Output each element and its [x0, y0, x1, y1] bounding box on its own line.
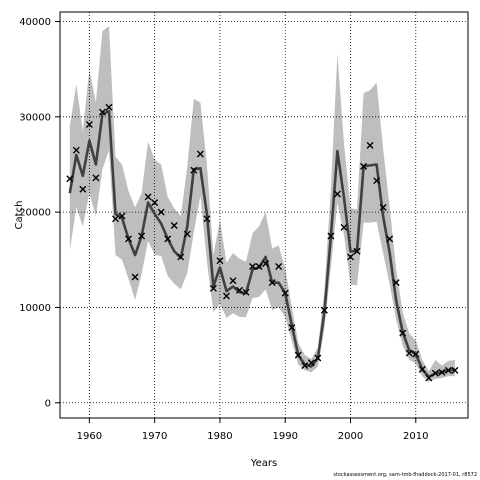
- observed-point-1983: [236, 286, 244, 294]
- observed-point-1962: [98, 108, 106, 116]
- x-axis-label: Years: [250, 458, 277, 469]
- estimate-line: [68, 109, 456, 379]
- observed-point-1971: [157, 208, 165, 216]
- observed-point-1984: [242, 288, 250, 296]
- y-tick-label: 40000: [19, 17, 51, 28]
- observed-point-1965: [118, 212, 126, 220]
- observed-point-1968: [138, 232, 146, 240]
- observed-point-1993: [301, 362, 309, 370]
- observed-point-1975: [183, 230, 191, 238]
- observed-point-1957: [66, 175, 74, 183]
- observed-point-1959: [79, 185, 87, 193]
- observed-point-2007: [392, 279, 400, 287]
- observed-point-1986: [255, 262, 263, 270]
- observed-point-1972: [164, 235, 172, 243]
- plot-frame: [59, 11, 469, 419]
- y-tick-label: 10000: [19, 303, 51, 314]
- observed-point-2010: [412, 350, 420, 358]
- observed-point-1973: [170, 221, 178, 229]
- observed-point-1990: [281, 289, 289, 297]
- observed-point-1995: [314, 354, 322, 362]
- axis-ticks: 1960 1970 1980 1990 2000 2010 0 10000 20000 30000…: [19, 17, 428, 442]
- observed-point-1978: [203, 215, 211, 223]
- observed-point-1998: [333, 190, 341, 198]
- observed-point-1991: [288, 323, 296, 331]
- observed-point-1977: [196, 150, 204, 158]
- observed-point-1979: [209, 284, 217, 292]
- observed-point-1987: [262, 260, 270, 268]
- source-credit: stockassessment.org, sam-tmb-fhaddock-20…: [333, 472, 477, 478]
- x-tick-label: 1990: [272, 431, 297, 442]
- observed-point-2004: [373, 177, 381, 185]
- x-tick-label: 2000: [338, 431, 363, 442]
- observed-point-2012: [425, 374, 433, 382]
- observed-point-1964: [111, 215, 119, 223]
- observed-point-1974: [177, 253, 185, 261]
- observed-point-2000: [347, 253, 354, 261]
- observed-point-1976: [190, 166, 198, 174]
- x-tick-label: 1980: [207, 431, 232, 442]
- confidence-band: [69, 26, 455, 382]
- observed-point-1981: [222, 292, 230, 300]
- x-tick-label: 2010: [403, 431, 428, 442]
- observed-point-2008: [399, 329, 407, 337]
- observed-point-1961: [92, 174, 100, 182]
- observed-point-1969: [144, 193, 152, 201]
- observed-point-1963: [105, 103, 113, 111]
- observed-points-layer: [66, 103, 459, 382]
- y-tick-label: 20000: [19, 208, 51, 219]
- observed-point-1994: [307, 359, 315, 367]
- observed-point-2002: [360, 162, 368, 170]
- observed-point-1966: [125, 235, 133, 243]
- observed-point-1980: [216, 257, 224, 265]
- y-tick-label: 0: [45, 398, 51, 409]
- observed-point-1985: [249, 262, 257, 270]
- observed-point-1989: [275, 262, 283, 270]
- x-tick-label: 1970: [142, 431, 167, 442]
- observed-point-1982: [229, 277, 237, 285]
- observed-point-2006: [386, 235, 394, 243]
- observed-point-2016: [451, 366, 459, 374]
- observed-point-1997: [327, 232, 335, 240]
- confidence-band-layer: [69, 26, 455, 382]
- estimate-line-layer: [68, 109, 456, 379]
- observed-point-1992: [294, 351, 302, 359]
- y-tick-label: 30000: [19, 112, 51, 123]
- observed-point-2013: [431, 369, 439, 377]
- observed-point-2009: [405, 349, 413, 357]
- observed-point-2001: [353, 247, 361, 255]
- observed-point-2015: [444, 366, 452, 374]
- observed-point-1958: [72, 146, 80, 154]
- observed-point-1996: [320, 306, 328, 314]
- observed-point-1970: [151, 199, 159, 207]
- observed-point-1999: [340, 223, 348, 231]
- y-axis-label: Catch: [14, 201, 25, 230]
- observed-point-1988: [268, 279, 276, 287]
- observed-point-1967: [131, 273, 139, 281]
- observed-point-2014: [438, 368, 446, 376]
- x-tick-label: 1960: [77, 431, 102, 442]
- observed-point-1960: [85, 120, 93, 128]
- observed-point-2003: [366, 141, 374, 149]
- grid-layer: [60, 12, 468, 418]
- observed-point-2005: [379, 203, 387, 211]
- observed-point-2011: [418, 365, 426, 373]
